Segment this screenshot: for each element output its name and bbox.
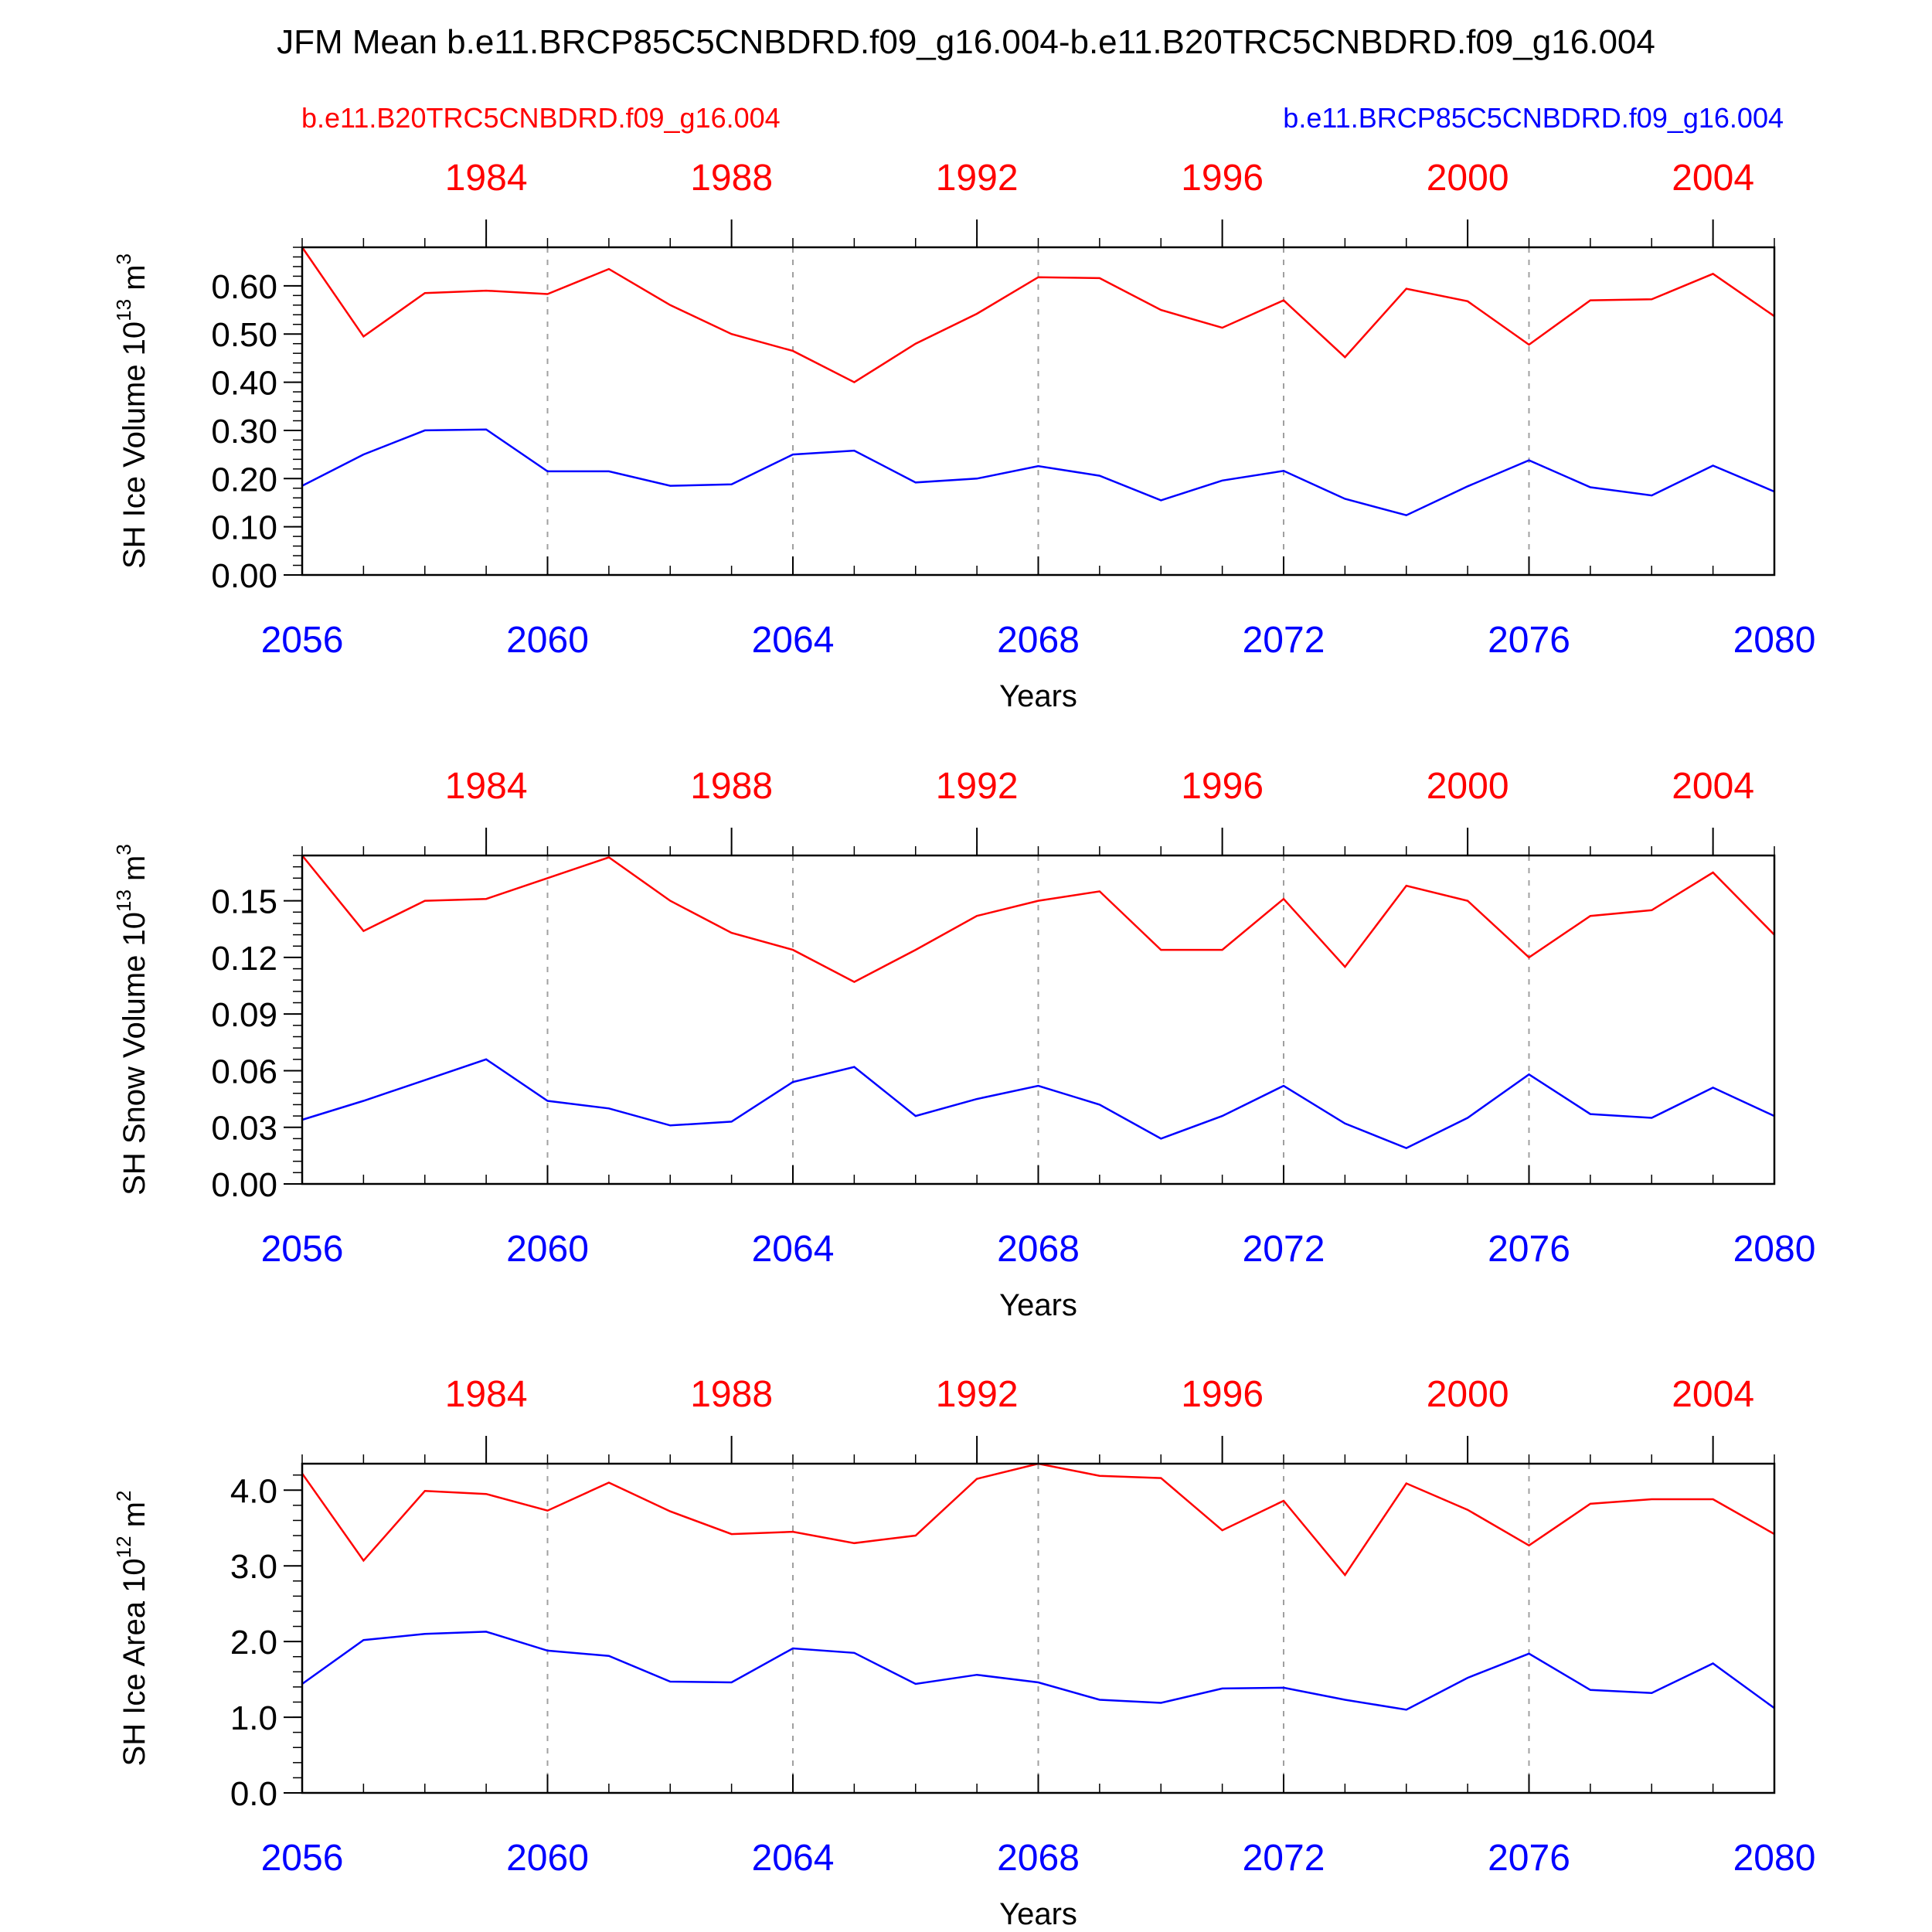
y-axis-title-text: m bbox=[117, 264, 151, 298]
y-tick-label: 0.12 bbox=[211, 940, 277, 978]
y-tick-label: 0.30 bbox=[211, 413, 277, 451]
x-tick-label: 2060 bbox=[506, 1838, 589, 1879]
y-tick-label: 0.40 bbox=[211, 365, 277, 403]
x-top-tick-label: 1984 bbox=[445, 158, 528, 199]
y-tick-label: 0.00 bbox=[211, 557, 277, 595]
y-tick-label: 0.50 bbox=[211, 316, 277, 354]
x-tick-label: 2072 bbox=[1243, 1229, 1325, 1270]
x-top-tick-label: 1996 bbox=[1181, 766, 1264, 807]
x-axis-title: Years bbox=[999, 1288, 1077, 1322]
plot-frame bbox=[301, 246, 1776, 577]
x-tick-label: 2076 bbox=[1488, 1229, 1570, 1270]
legend-future-run: b.e11.BRCP85C5CNBDRD.f09_g16.004 bbox=[1283, 102, 1784, 134]
x-tick-label: 2080 bbox=[1733, 620, 1816, 661]
y-tick-label: 0.03 bbox=[211, 1110, 277, 1148]
x-top-tick-label: 1984 bbox=[445, 766, 528, 807]
x-tick-label: 2064 bbox=[752, 620, 835, 661]
chart-panel-3: 2056 2060 2064 2068 2072 2076 2080 1984 1988 1992… bbox=[112, 1374, 1815, 1931]
y-tick-label: 1.0 bbox=[230, 1699, 277, 1737]
x-top-tick-label: 2000 bbox=[1427, 766, 1509, 807]
x-axis-title: Years bbox=[999, 679, 1077, 713]
x-top-tick-label: 1992 bbox=[936, 1374, 1019, 1415]
x-tick-label: 2056 bbox=[261, 1838, 344, 1879]
x-top-tick-label: 1992 bbox=[936, 766, 1019, 807]
x-tick-label: 2060 bbox=[506, 1229, 589, 1270]
x-top-tick-label: 2000 bbox=[1427, 1374, 1509, 1415]
x-tick-label: 2076 bbox=[1488, 620, 1570, 661]
x-tick-label: 2068 bbox=[997, 1229, 1080, 1270]
y-axis-title: SH Ice Volume 1013 m3 bbox=[112, 253, 151, 569]
y-tick-label: 4.0 bbox=[230, 1472, 277, 1510]
x-top-tick-label: 1996 bbox=[1181, 158, 1264, 199]
legend-historical-run: b.e11.B20TRC5CNBDRD.f09_g16.004 bbox=[301, 102, 781, 134]
y-tick-label: 0.15 bbox=[211, 883, 277, 921]
x-tick-label: 2056 bbox=[261, 620, 344, 661]
y-tick-label: 0.20 bbox=[211, 461, 277, 498]
x-top-tick-label: 1996 bbox=[1181, 1374, 1264, 1415]
plot-frame bbox=[301, 1462, 1776, 1794]
x-tick-label: 2064 bbox=[752, 1229, 835, 1270]
x-top-tick-label: 1992 bbox=[936, 158, 1019, 199]
y-tick-label: 0.09 bbox=[211, 996, 277, 1034]
y-axis-title-superscript: 3 bbox=[112, 253, 135, 264]
series-line-historical bbox=[301, 247, 1775, 384]
x-tick-label: 2068 bbox=[997, 1838, 1080, 1879]
x-top-tick-label: 2000 bbox=[1427, 158, 1509, 199]
y-axis-title-superscript: 2 bbox=[112, 1491, 135, 1502]
y-axis-title-text: m bbox=[117, 855, 151, 889]
x-top-tick-label: 2004 bbox=[1672, 158, 1754, 199]
x-tick-label: 2064 bbox=[752, 1838, 835, 1879]
series-line-historical bbox=[301, 855, 1775, 984]
y-axis-title-text: SH Ice Area 10 bbox=[117, 1558, 151, 1766]
x-tick-label: 2080 bbox=[1733, 1229, 1816, 1270]
y-tick-label: 0.0 bbox=[230, 1775, 277, 1813]
series-line-future bbox=[301, 1631, 1775, 1711]
y-tick-label: 2.0 bbox=[230, 1624, 277, 1662]
x-axis-title: Years bbox=[999, 1897, 1077, 1931]
series-line-future bbox=[301, 1058, 1775, 1149]
main-title: JFM Mean b.e11.BRCP85C5CNBDRD.f09_g16.00… bbox=[277, 23, 1655, 61]
y-tick-label: 0.06 bbox=[211, 1053, 277, 1090]
y-axis-title-text: m bbox=[117, 1502, 151, 1536]
y-axis-title-superscript: 3 bbox=[112, 844, 135, 855]
x-top-tick-label: 1988 bbox=[690, 1374, 773, 1415]
y-axis-title-superscript: 13 bbox=[112, 299, 135, 321]
x-tick-label: 2060 bbox=[506, 620, 589, 661]
x-top-tick-label: 2004 bbox=[1672, 1374, 1754, 1415]
x-top-tick-label: 1988 bbox=[690, 766, 773, 807]
x-top-tick-label: 2004 bbox=[1672, 766, 1754, 807]
chart-panel-2: 2056 2060 2064 2068 2072 2076 2080 1984 1988 1992… bbox=[112, 766, 1815, 1322]
x-tick-label: 2056 bbox=[261, 1229, 344, 1270]
chart-panel-1: 2056 2060 2064 2068 2072 2076 2080 1984 1988 1992… bbox=[112, 158, 1815, 713]
x-top-tick-label: 1984 bbox=[445, 1374, 528, 1415]
y-axis-title: SH Snow Volume 1013 m3 bbox=[112, 844, 151, 1196]
y-axis-title: SH Ice Area 1012 m2 bbox=[112, 1491, 151, 1767]
x-tick-label: 2076 bbox=[1488, 1838, 1570, 1879]
y-tick-label: 0.10 bbox=[211, 509, 277, 547]
x-tick-label: 2068 bbox=[997, 620, 1080, 661]
x-tick-label: 2072 bbox=[1243, 1838, 1325, 1879]
y-tick-label: 0.00 bbox=[211, 1166, 277, 1204]
y-axis-title-superscript: 12 bbox=[112, 1536, 135, 1558]
y-tick-label: 3.0 bbox=[230, 1548, 277, 1586]
x-tick-label: 2072 bbox=[1243, 620, 1325, 661]
y-axis-title-text: SH Snow Volume 10 bbox=[117, 912, 151, 1196]
plot-frame bbox=[301, 854, 1776, 1185]
y-axis-title-text: SH Ice Volume 10 bbox=[117, 321, 151, 569]
x-top-tick-label: 1988 bbox=[690, 158, 773, 199]
y-axis-title-superscript: 13 bbox=[112, 889, 135, 912]
series-line-future bbox=[301, 428, 1775, 517]
x-tick-label: 2080 bbox=[1733, 1838, 1816, 1879]
y-tick-label: 0.60 bbox=[211, 268, 277, 306]
